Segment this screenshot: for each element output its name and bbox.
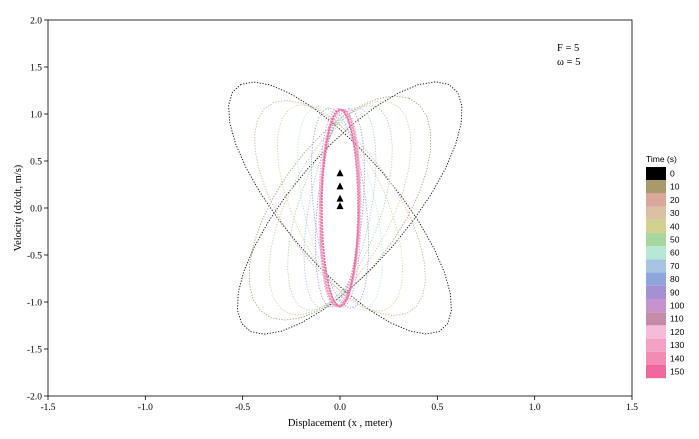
trajectory-t0-1 <box>228 81 452 335</box>
legend-label-110: 110 <box>670 314 684 324</box>
start-marker-2 <box>336 194 344 202</box>
y-tick-label-1: -1.5 <box>27 346 42 356</box>
trajectory-layer <box>228 81 463 335</box>
legend-label-140: 140 <box>670 353 684 363</box>
trajectory-t70-8 <box>303 107 377 309</box>
x-tick-label-2: -0.5 <box>235 403 250 413</box>
legend-swatch-140 <box>646 351 666 365</box>
legend-title: Time (s) <box>646 154 677 164</box>
legend-label-40: 40 <box>670 221 680 231</box>
x-tick-label-4: 0.5 <box>431 403 443 413</box>
legend-label-100: 100 <box>670 301 684 311</box>
y-tick-label-4: 0.0 <box>30 205 42 215</box>
x-tick-label-1: -1.0 <box>138 403 153 413</box>
start-marker-3 <box>336 202 344 210</box>
trajectory-t150-16 <box>321 108 359 308</box>
tick-layer: -1.5 -1.0 -0.5 0.0 0.5 1.0 1.5-2.0-1.5-1.0-0.5… <box>27 17 638 414</box>
legend-swatch-0 <box>646 167 666 181</box>
y-tick-label-2: -1.0 <box>27 299 42 309</box>
time-legend: Time (s) 0 10 20 30 40 50 60 70 80 90 100 110 120 130… <box>646 154 684 379</box>
trajectory-t120-13 <box>318 108 362 308</box>
start-marker-1 <box>336 182 344 190</box>
legend-label-30: 30 <box>670 208 680 218</box>
annotation-omega: ω = 5 <box>557 57 580 68</box>
x-tick-label-5: 1.0 <box>529 403 541 413</box>
legend-swatch-50 <box>646 233 666 247</box>
y-tick-label-8: 2.0 <box>30 17 42 27</box>
x-tick-label-6: 1.5 <box>626 403 638 413</box>
y-tick-label-0: -2.0 <box>27 393 42 403</box>
y-tick-label-5: 0.5 <box>30 158 42 168</box>
legend-label-10: 10 <box>670 182 680 192</box>
y-axis-title: Velocity (dx/dt, m/s) <box>13 164 24 251</box>
legend-swatch-20 <box>646 193 666 207</box>
legend-swatch-130 <box>646 338 666 352</box>
legend-label-20: 20 <box>670 195 680 205</box>
legend-label-120: 120 <box>670 327 684 337</box>
trajectory-t40-5 <box>276 104 404 312</box>
y-tick-label-6: 1.0 <box>30 111 42 121</box>
trajectory-t20-3 <box>254 99 426 317</box>
legend-swatch-90 <box>646 285 666 299</box>
start-marker-0 <box>336 169 344 177</box>
y-tick-label-7: 1.5 <box>30 64 42 74</box>
x-axis-title: Displacement (x , meter) <box>288 418 393 429</box>
legend-swatch-110 <box>646 312 666 326</box>
trajectory-t10-2 <box>248 95 432 321</box>
legend-label-70: 70 <box>670 261 680 271</box>
legend-label-150: 150 <box>670 367 684 377</box>
legend-swatch-60 <box>646 246 666 260</box>
legend-swatch-70 <box>646 259 666 273</box>
legend-label-50: 50 <box>670 235 680 245</box>
legend-label-80: 80 <box>670 274 680 284</box>
legend-label-90: 90 <box>670 287 680 297</box>
legend-swatch-40 <box>646 219 666 233</box>
trajectory-t60-7 <box>297 105 383 311</box>
annotation-force: F = 5 <box>557 43 579 54</box>
legend-swatch-10 <box>646 180 666 194</box>
legend-swatch-80 <box>646 272 666 286</box>
legend-swatch-120 <box>646 325 666 339</box>
x-tick-label-0: -1.5 <box>40 403 55 413</box>
y-tick-label-3: -0.5 <box>27 252 42 262</box>
legend-label-60: 60 <box>670 248 680 258</box>
trajectory-t140-15 <box>319 108 361 308</box>
trajectory-t110-12 <box>319 108 361 308</box>
legend-swatch-100 <box>646 299 666 313</box>
legend-swatch-150 <box>646 365 666 379</box>
legend-swatch-30 <box>646 206 666 220</box>
trajectory-t80-9 <box>310 107 370 309</box>
legend-label-130: 130 <box>670 340 684 350</box>
legend-label-0: 0 <box>670 169 675 179</box>
marker-layer <box>336 169 344 210</box>
x-tick-label-3: 0.0 <box>334 403 346 413</box>
